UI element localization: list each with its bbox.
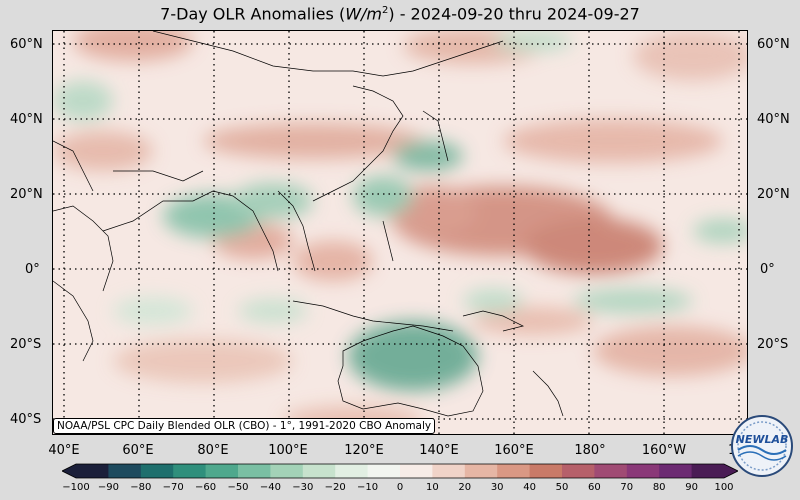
- colorbar-cells: [62, 463, 738, 479]
- anomaly-field: [53, 31, 747, 434]
- lat-label: 20°N: [10, 187, 43, 202]
- colorbar-tick-label: −80: [130, 482, 152, 493]
- colorbar-cell: [464, 464, 498, 478]
- colorbar-min-extension: [62, 464, 76, 478]
- title-suffix: ) - 2024-09-20 thru 2024-09-27: [388, 4, 640, 24]
- map-title: 7-Day OLR Anomalies (W/m2) - 2024-09-20 …: [0, 0, 800, 25]
- colorbar-cell: [497, 464, 531, 478]
- colorbar-cell: [562, 464, 595, 478]
- lon-label: 60°E: [122, 443, 154, 458]
- colorbar-tick-label: −70: [162, 482, 184, 493]
- coastlines: [53, 31, 564, 417]
- colorbar-tick-label: −90: [97, 482, 119, 493]
- colorbar-cell: [302, 464, 336, 478]
- colorbar-cell: [205, 464, 239, 478]
- lat-label-right: 0°: [760, 262, 775, 277]
- lat-label-right: 60°N: [757, 37, 790, 52]
- lat-label-right: 20°S: [757, 337, 789, 352]
- colorbar-tick-label: −50: [227, 482, 249, 493]
- lat-label: 40°S: [10, 412, 42, 427]
- colorbar-tick-label: 0: [396, 482, 404, 493]
- colorbar-cell: [76, 464, 109, 478]
- colorbar-cell: [270, 464, 304, 478]
- colorbar-cell: [108, 464, 142, 478]
- title-unit: W/m: [345, 4, 382, 24]
- colorbar-tick-label: −40: [259, 482, 281, 493]
- logo-text: NEWLAB: [736, 433, 789, 446]
- lat-label-right: 20°N: [757, 187, 790, 202]
- lon-label: 40°E: [48, 443, 80, 458]
- data-source-credit: NOAA/PSL CPC Daily Blended OLR (CBO) - 1…: [53, 418, 436, 434]
- lon-label: 160°W: [641, 443, 687, 458]
- colorbar-cell: [691, 464, 725, 478]
- colorbar-tick-label: 90: [685, 482, 698, 493]
- colorbar-tick-label: 70: [620, 482, 634, 493]
- lat-label: 60°N: [10, 37, 43, 52]
- colorbar-tick-label: 20: [458, 482, 472, 493]
- colorbar-cell: [367, 464, 401, 478]
- title-prefix: 7-Day OLR Anomalies (: [160, 4, 346, 24]
- lab-logo: NEWLAB: [731, 415, 793, 477]
- colorbar-tick-label: −20: [324, 482, 346, 493]
- lon-label: 100°E: [268, 443, 308, 458]
- colorbar-max-extension: [724, 464, 738, 478]
- colorbar-tick-label: −100: [62, 482, 90, 493]
- map-panel[interactable]: [52, 30, 748, 435]
- colorbar-cell: [659, 464, 693, 478]
- colorbar-tick-label: 80: [652, 482, 666, 493]
- lat-label-right: 40°N: [757, 112, 790, 127]
- colorbar-tick-label: −60: [195, 482, 217, 493]
- title-unit-exponent: 2: [381, 5, 389, 16]
- colorbar-cell: [400, 464, 433, 478]
- colorbar-cell: [238, 464, 271, 478]
- colorbar-tick-label: 30: [490, 482, 504, 493]
- colorbar-cell: [529, 464, 563, 478]
- colorbar-cell: [140, 464, 174, 478]
- lon-label: 80°E: [197, 443, 229, 458]
- colorbar-tick-label: −30: [292, 482, 314, 493]
- colorbar-cell: [335, 464, 369, 478]
- lat-label: 0°: [25, 262, 40, 277]
- colorbar-tick-label: 50: [555, 482, 569, 493]
- colorbar-tick-label: 40: [523, 482, 536, 493]
- colorbar-cell: [594, 464, 628, 478]
- colorbar-outline: [62, 463, 738, 479]
- lon-label: 140°E: [419, 443, 459, 458]
- colorbar-tick-label: 100: [714, 482, 734, 493]
- lat-label: 40°N: [10, 112, 43, 127]
- colorbar: [62, 463, 738, 479]
- colorbar-tick-label: −10: [357, 482, 379, 493]
- colorbar-cell: [173, 464, 207, 478]
- colorbar-tick-label: 60: [588, 482, 601, 493]
- colorbar-cell: [432, 464, 466, 478]
- lon-label: 160°E: [494, 443, 534, 458]
- colorbar-tick-label: 10: [426, 482, 439, 493]
- lon-label: 180°: [574, 443, 606, 458]
- colorbar-cell: [626, 464, 660, 478]
- lat-label: 20°S: [10, 337, 42, 352]
- lon-label: 120°E: [344, 443, 384, 458]
